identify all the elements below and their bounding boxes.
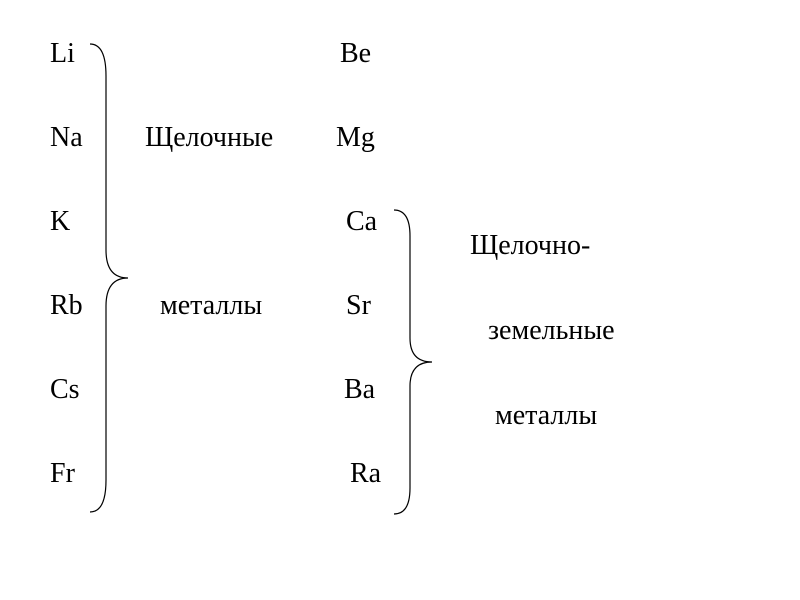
element-fr: Fr	[50, 458, 75, 490]
element-ba: Ba	[344, 374, 375, 406]
element-cs: Cs	[50, 374, 80, 406]
element-ra: Ra	[350, 458, 381, 490]
brace-alkaline-earth	[392, 204, 437, 520]
label-alkaline-earth-line1: Щелочно-	[470, 230, 590, 262]
label-alkaline-earth-line3: металлы	[495, 400, 597, 432]
element-na: Na	[50, 122, 83, 154]
element-k: K	[50, 206, 70, 238]
label-alkali-line1: Щелочные	[145, 122, 273, 154]
label-alkaline-earth-line2: земельные	[488, 315, 615, 347]
element-sr: Sr	[346, 290, 371, 322]
element-be: Be	[340, 38, 371, 70]
brace-alkali	[88, 38, 133, 518]
element-ca: Ca	[346, 206, 377, 238]
label-alkali-line2: металлы	[160, 290, 262, 322]
element-mg: Mg	[336, 122, 375, 154]
element-li: Li	[50, 38, 75, 70]
element-rb: Rb	[50, 290, 83, 322]
